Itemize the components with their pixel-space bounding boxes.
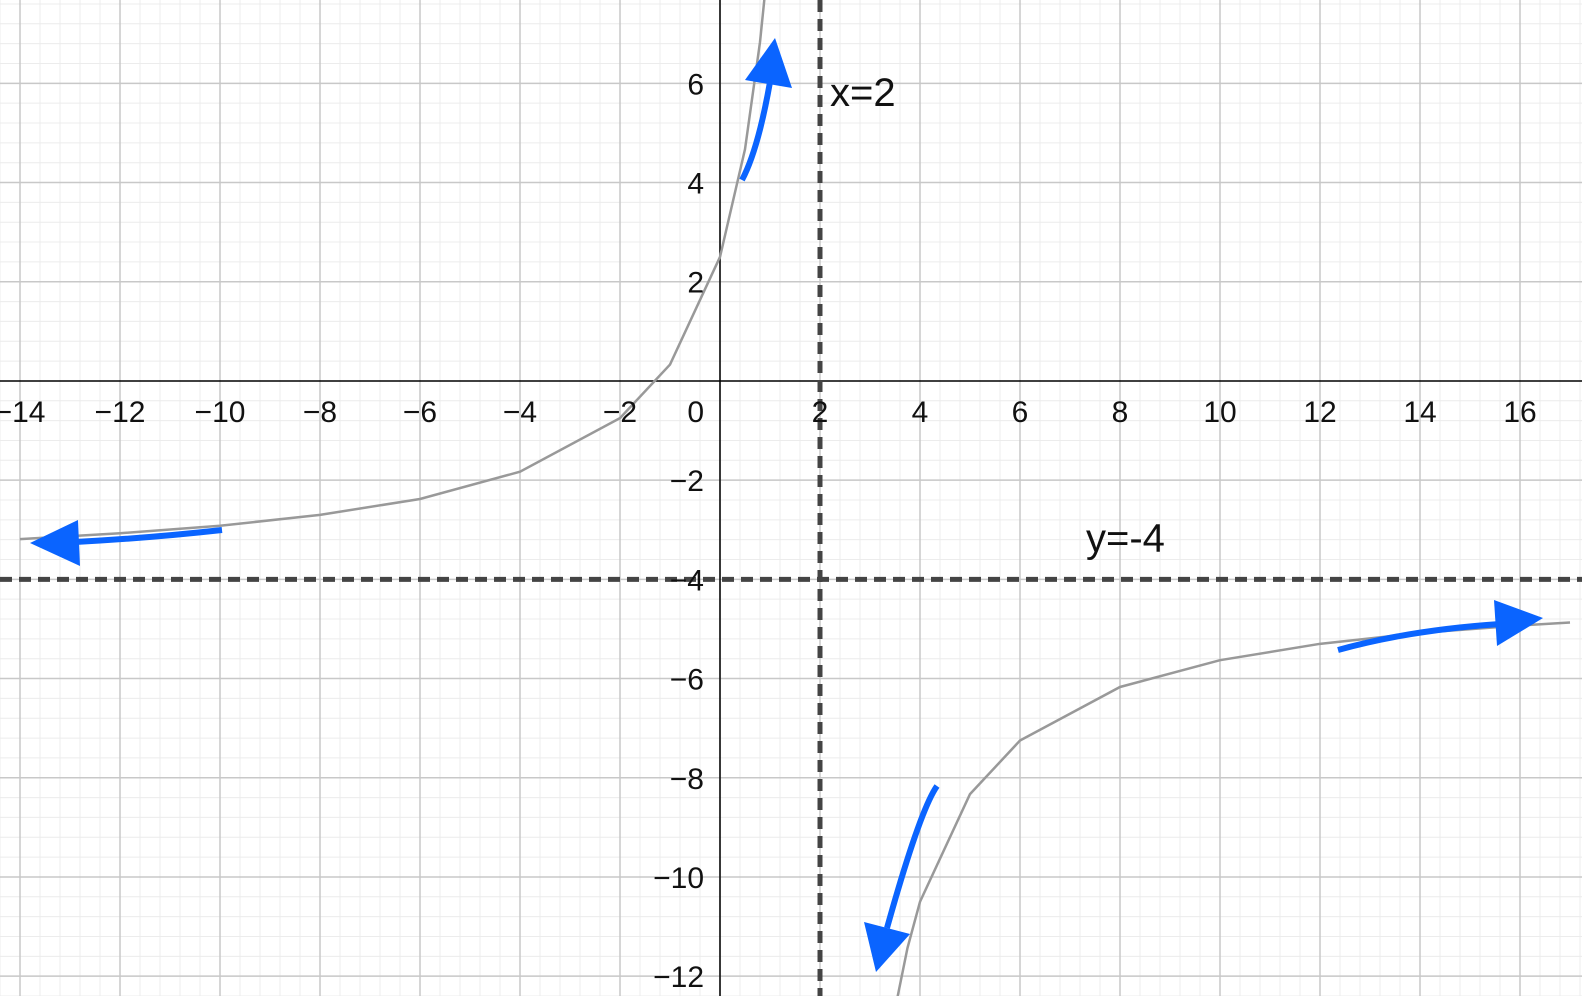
x-tick-label: 14 [1403, 396, 1436, 429]
x-tick-label: 4 [912, 396, 929, 429]
arrow-shaft [884, 784, 940, 929]
y-tick-label: 4 [687, 168, 704, 201]
x-tick-label: −6 [403, 396, 437, 429]
y-tick-label: −8 [670, 763, 704, 796]
y-tick-label: −2 [670, 465, 704, 498]
x-tick-label: −4 [503, 396, 537, 429]
direction-arrows [30, 38, 1543, 972]
x-tick-label: −2 [603, 396, 637, 429]
asymptote-label: x=2 [830, 71, 896, 115]
x-tick-label: −12 [95, 396, 146, 429]
y-tick-label: −6 [670, 664, 704, 697]
arrow-head [745, 38, 792, 88]
asymptote-label: y=-4 [1086, 516, 1165, 560]
x-tick-label: −14 [0, 396, 45, 429]
y-tick-label: −4 [670, 564, 704, 597]
arrow-shaft [74, 527, 223, 545]
arrow-head [864, 922, 910, 972]
curve [19, 0, 1571, 996]
y-tick-label: 6 [687, 68, 704, 101]
arrow-shaft [1337, 621, 1501, 653]
x-tick-label: −10 [195, 396, 246, 429]
x-tick-label: 0 [687, 396, 704, 429]
x-tick-label: 10 [1203, 396, 1236, 429]
y-tick-label: 2 [687, 267, 704, 300]
x-tick-label: −8 [303, 396, 337, 429]
x-tick-label: 12 [1303, 396, 1336, 429]
y-tick-label: −10 [653, 862, 704, 895]
arrow-head [30, 520, 80, 566]
x-tick-label: 2 [812, 396, 829, 429]
x-tick-label: 16 [1503, 396, 1536, 429]
x-tick-label: 8 [1112, 396, 1129, 429]
arrow-shaft [739, 81, 773, 182]
arrow-head [1494, 600, 1543, 646]
x-tick-label: 6 [1012, 396, 1029, 429]
labels: −14 −12 −10 −8 −6 −4 −2 0 2 4 6 8 10 12 14 16 −12 −10 −8 −6… [0, 68, 1537, 994]
y-tick-label: −12 [653, 961, 704, 994]
